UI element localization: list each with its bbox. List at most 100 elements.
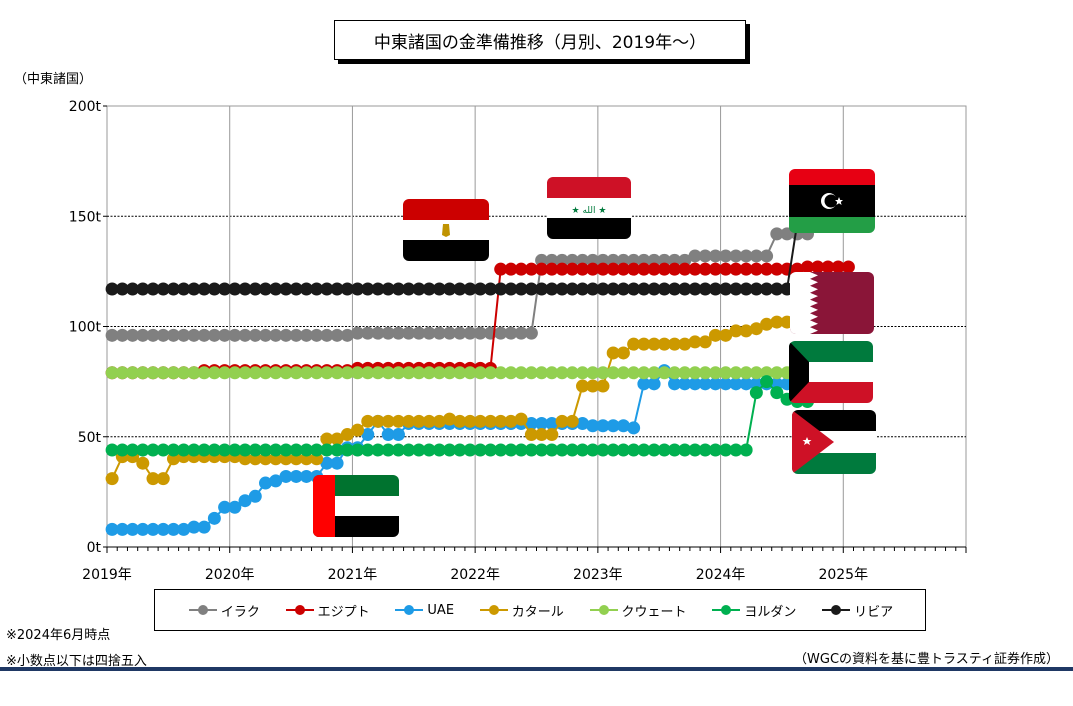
note-rounding: ※小数点以下は四捨五入 xyxy=(6,654,147,669)
data-point-iraq xyxy=(289,328,303,342)
data-point-libya xyxy=(524,282,538,296)
data-point-jordan xyxy=(555,443,569,457)
data-point-qatar xyxy=(616,346,630,360)
data-point-qatar xyxy=(586,379,600,393)
data-point-libya xyxy=(463,282,477,296)
x-tick-label: 2025年 xyxy=(818,567,868,583)
data-point-qatar xyxy=(371,414,385,428)
data-point-qatar xyxy=(422,414,436,428)
data-point-kuwait xyxy=(351,366,365,380)
data-point-jordan xyxy=(616,443,630,457)
y-tick-label: 0t xyxy=(87,540,102,556)
data-point-jordan xyxy=(760,375,774,389)
data-point-libya xyxy=(197,282,211,296)
data-point-qatar xyxy=(361,414,375,428)
data-point-kuwait xyxy=(361,366,375,380)
data-point-libya xyxy=(126,282,140,296)
data-point-iraq xyxy=(412,326,426,340)
data-point-egypt xyxy=(729,262,743,276)
data-point-kuwait xyxy=(115,366,129,380)
legend-label: カタール xyxy=(511,604,564,620)
data-point-kuwait xyxy=(606,366,620,380)
data-point-kuwait xyxy=(668,366,682,380)
jordan-flag xyxy=(792,410,876,474)
data-point-egypt xyxy=(514,262,528,276)
data-point-libya xyxy=(218,282,232,296)
data-point-iraq xyxy=(739,249,753,263)
data-point-libya xyxy=(310,282,324,296)
data-point-iraq xyxy=(248,328,262,342)
data-point-libya xyxy=(443,282,457,296)
data-point-libya xyxy=(289,282,303,296)
data-point-uae xyxy=(228,500,242,514)
data-point-egypt xyxy=(668,262,682,276)
data-point-egypt xyxy=(708,262,722,276)
data-point-iraq xyxy=(330,328,344,342)
data-point-qatar xyxy=(453,414,467,428)
data-point-iraq xyxy=(115,328,129,342)
data-point-libya xyxy=(351,282,365,296)
data-point-uae xyxy=(391,428,405,442)
data-point-qatar xyxy=(136,456,150,470)
data-point-egypt xyxy=(637,262,651,276)
data-point-libya xyxy=(739,282,753,296)
y-tick-label: 100t xyxy=(69,320,102,336)
data-point-jordan xyxy=(402,443,416,457)
data-point-jordan xyxy=(269,443,283,457)
qatar-flag xyxy=(790,272,874,334)
data-point-libya xyxy=(668,282,682,296)
data-point-jordan xyxy=(565,443,579,457)
data-point-qatar xyxy=(330,432,344,446)
data-point-iraq xyxy=(105,328,119,342)
data-point-uae xyxy=(238,494,252,508)
data-point-iraq xyxy=(279,328,293,342)
data-point-libya xyxy=(299,282,313,296)
data-point-kuwait xyxy=(422,366,436,380)
data-point-qatar xyxy=(402,414,416,428)
data-point-uae xyxy=(606,419,620,433)
x-tick-label: 2024年 xyxy=(696,567,746,583)
data-point-uae xyxy=(177,522,191,536)
data-point-uae xyxy=(381,428,395,442)
y-tick-label: 50t xyxy=(78,430,102,446)
data-point-libya xyxy=(371,282,385,296)
data-point-kuwait xyxy=(576,366,590,380)
data-point-libya xyxy=(657,282,671,296)
data-point-kuwait xyxy=(473,366,487,380)
data-point-kuwait xyxy=(228,366,242,380)
data-point-egypt xyxy=(596,262,610,276)
data-point-kuwait xyxy=(637,366,651,380)
data-point-iraq xyxy=(443,326,457,340)
kuwait-flag xyxy=(789,341,873,403)
data-point-libya xyxy=(576,282,590,296)
data-point-libya xyxy=(453,282,467,296)
data-point-kuwait xyxy=(647,366,661,380)
data-point-qatar xyxy=(739,324,753,338)
data-point-libya xyxy=(320,282,334,296)
data-point-kuwait xyxy=(535,366,549,380)
data-point-libya xyxy=(535,282,549,296)
data-point-iraq xyxy=(494,326,508,340)
data-point-libya xyxy=(616,282,630,296)
legend-swatch-kuwait xyxy=(589,605,618,615)
data-point-libya xyxy=(719,282,733,296)
data-point-libya xyxy=(412,282,426,296)
data-point-kuwait xyxy=(187,366,201,380)
data-point-iraq xyxy=(228,328,242,342)
data-point-jordan xyxy=(596,443,610,457)
data-point-jordan xyxy=(115,443,129,457)
data-point-jordan xyxy=(391,443,405,457)
data-point-uae xyxy=(136,522,150,536)
data-point-jordan xyxy=(586,443,600,457)
uae-flag xyxy=(313,475,399,537)
data-point-jordan xyxy=(238,443,252,457)
data-point-kuwait xyxy=(770,366,784,380)
data-point-libya xyxy=(729,282,743,296)
chart-legend: イラク エジプト UAE カタール クウェート ヨルダン リビア xyxy=(154,589,926,631)
data-point-jordan xyxy=(351,443,365,457)
x-tick-label: 2020年 xyxy=(205,567,255,583)
data-point-uae xyxy=(719,377,733,391)
data-point-libya xyxy=(760,282,774,296)
data-point-jordan xyxy=(228,443,242,457)
data-point-kuwait xyxy=(555,366,569,380)
